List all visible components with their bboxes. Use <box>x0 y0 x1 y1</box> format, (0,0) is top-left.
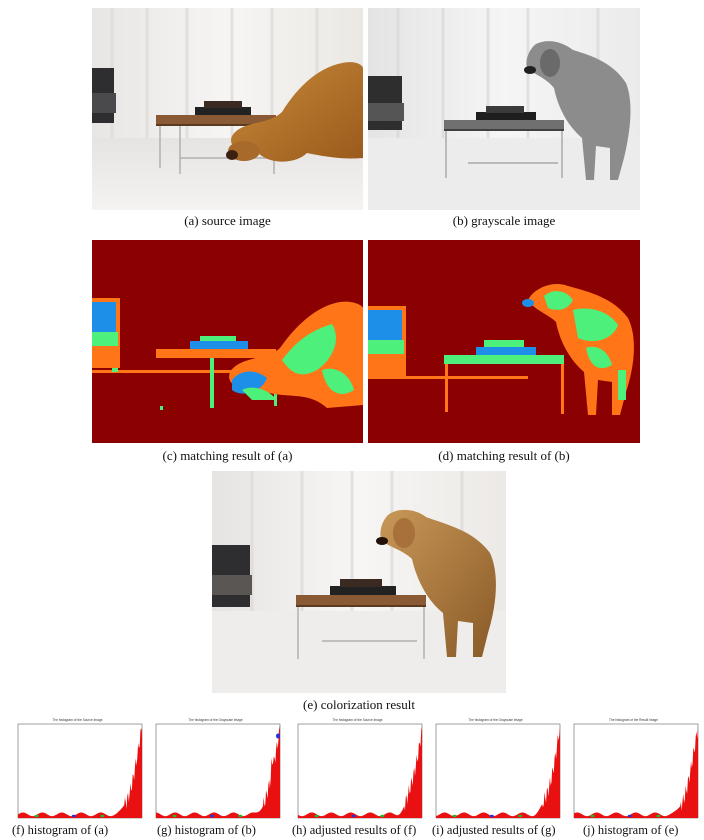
histogram-h: The histogram of the Source Image <box>290 716 425 821</box>
caption-b: (b) grayscale image <box>452 213 556 228</box>
source-image <box>92 8 363 210</box>
histogram-area-h <box>298 726 422 818</box>
caption-c: (c) matching result of (a) <box>162 448 293 463</box>
histogram-marker-i-2 <box>518 814 523 818</box>
histogram-marker-i-1 <box>489 814 494 818</box>
histogram-title-i: The histogram of the Grayscale Image <box>468 718 522 722</box>
histogram-marker-g-2 <box>238 814 243 818</box>
histogram-axes <box>435 723 561 819</box>
caption-a: (a) source image <box>184 213 271 228</box>
histogram-marker-h-2 <box>380 814 385 818</box>
histogram-title-f: The histogram of the Source Image <box>53 718 103 722</box>
histogram-axes <box>297 723 423 819</box>
caption-f: (f) histogram of (a) <box>12 823 109 837</box>
matching-result-b <box>368 240 640 443</box>
histogram-i: The histogram of the Grayscale Image <box>428 716 563 821</box>
colorization-result <box>212 471 506 693</box>
histogram-title-h: The histogram of the Source Image <box>333 718 383 722</box>
histogram-chart-f: The histogram of the Source Image <box>17 718 143 819</box>
histogram-area-i <box>436 726 560 818</box>
histogram-marker-j-0 <box>590 814 595 818</box>
caption-i: (i) adjusted results of (g) <box>432 823 556 837</box>
histogram-marker-f-1 <box>71 814 76 818</box>
histogram-marker-g-peak <box>276 733 280 739</box>
histogram-title-g: The histogram of the Grayscale Image <box>188 718 242 722</box>
histogram-axes <box>155 723 281 819</box>
histogram-marker-j-1 <box>627 814 632 818</box>
caption-d: (d) matching result of (b) <box>438 448 570 463</box>
histogram-marker-h-0 <box>314 814 319 818</box>
histogram-marker-i-0 <box>452 814 457 818</box>
histogram-title-j: The histogram of the Result Image <box>609 718 658 722</box>
caption-e: (e) colorization result <box>303 697 415 712</box>
matching-result-a <box>92 240 363 443</box>
caption-j: (j) histogram of (e) <box>583 823 679 837</box>
histogram-marker-j-2 <box>656 814 661 818</box>
histogram-marker-f-2 <box>100 814 105 818</box>
histogram-marker-g-0 <box>172 814 177 818</box>
histogram-area-g <box>156 726 280 818</box>
histogram-marker-g-1 <box>209 814 214 818</box>
histogram-chart-h: The histogram of the Source Image <box>297 718 423 819</box>
histogram-f: The histogram of the Source Image <box>10 716 145 821</box>
caption-g: (g) histogram of (b) <box>157 823 256 837</box>
grayscale-image <box>368 8 640 210</box>
histogram-chart-j: The histogram of the Result Image <box>573 718 699 819</box>
histogram-g: The histogram of the Grayscale Image <box>148 716 283 821</box>
histogram-chart-g: The histogram of the Grayscale Image <box>155 718 281 819</box>
histogram-area-j <box>574 726 698 818</box>
histogram-marker-h-1 <box>351 814 356 818</box>
caption-h: (h) adjusted results of (f) <box>292 823 417 837</box>
histogram-axes <box>573 723 699 819</box>
histogram-j: The histogram of the Result Image <box>566 716 701 821</box>
histogram-axes <box>17 723 143 819</box>
histogram-area-f <box>18 728 142 818</box>
histogram-marker-f-0 <box>34 814 39 818</box>
histogram-chart-i: The histogram of the Grayscale Image <box>435 718 561 819</box>
